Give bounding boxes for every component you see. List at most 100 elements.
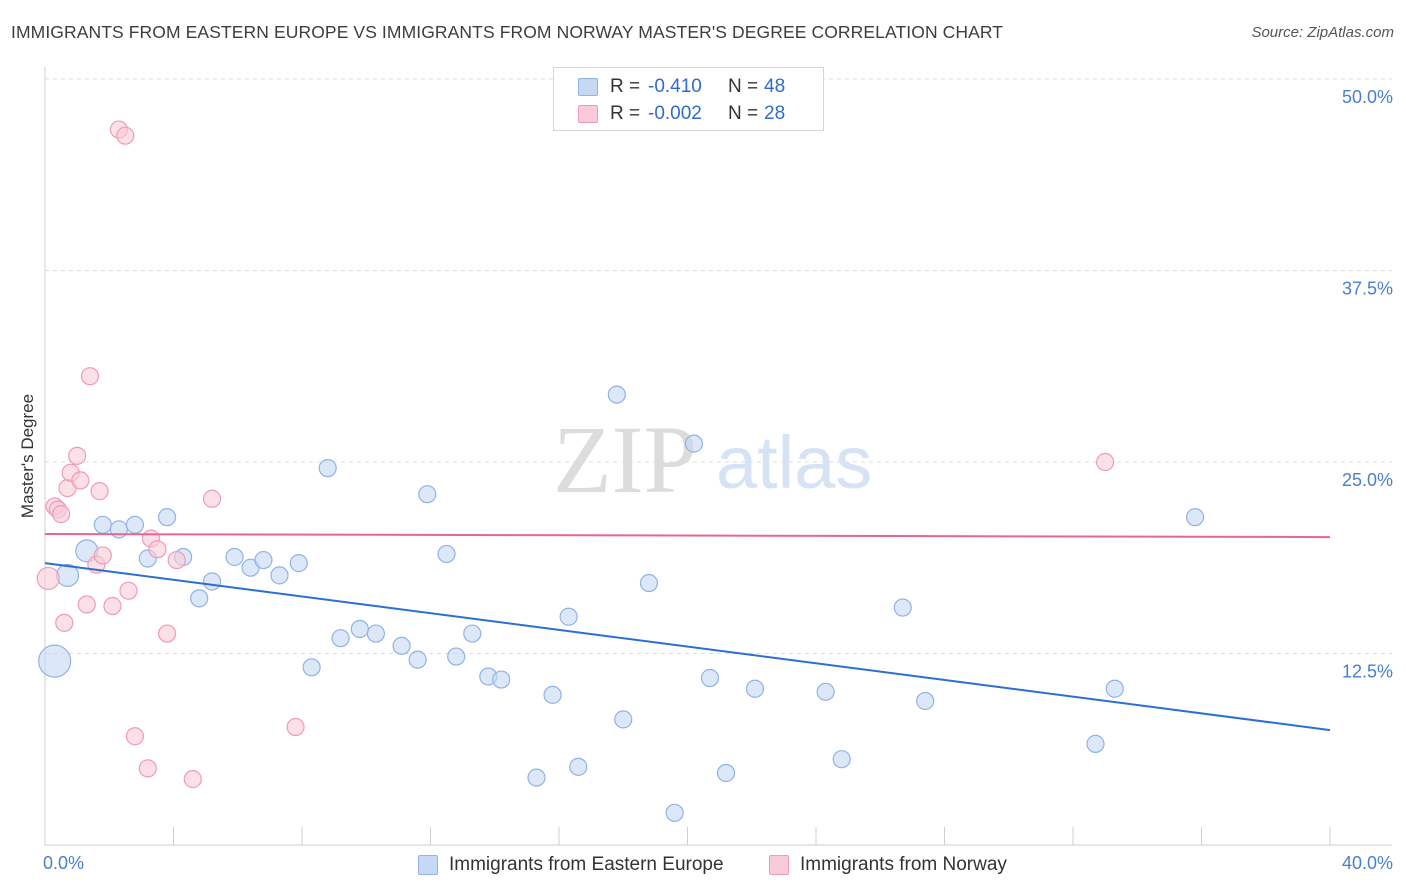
point-eastern-europe	[190, 589, 209, 608]
y-tick-label: 50.0%	[1342, 87, 1393, 107]
point-norway	[93, 546, 112, 565]
point-eastern-europe	[93, 515, 112, 534]
point-eastern-europe	[614, 710, 633, 729]
point-norway	[116, 126, 135, 145]
point-norway	[157, 624, 177, 643]
point-eastern-europe	[463, 624, 482, 643]
point-eastern-europe	[392, 636, 411, 655]
point-eastern-europe	[225, 547, 244, 567]
point-eastern-europe	[350, 619, 369, 639]
trend-lines	[44, 533, 1331, 732]
point-norway	[183, 770, 202, 789]
legend-r-value: -0.002	[648, 103, 702, 124]
point-norway	[167, 550, 186, 570]
point-norway	[125, 727, 145, 746]
point-norway	[36, 566, 60, 591]
x-tick-label: 0.0%	[43, 853, 84, 873]
point-norway	[103, 596, 122, 616]
point-eastern-europe	[832, 750, 851, 769]
stats-legend: R = -0.410 N = 48 R = -0.002 N = 28	[553, 67, 824, 131]
point-eastern-europe	[1185, 508, 1205, 527]
point-norway	[71, 471, 90, 490]
watermark-zip: ZIP	[553, 406, 697, 513]
bottom-legend-label: Immigrants from Eastern Europe	[449, 854, 724, 875]
point-norway	[1096, 452, 1115, 472]
point-norway	[51, 504, 71, 524]
point-norway	[138, 759, 157, 778]
trend-line-eastern-europe	[44, 562, 1331, 732]
point-eastern-europe	[447, 647, 466, 666]
point-eastern-europe	[1105, 679, 1124, 698]
point-eastern-europe	[202, 572, 222, 591]
point-norway	[90, 482, 109, 501]
y-tick-label: 37.5%	[1342, 279, 1393, 299]
point-eastern-europe	[700, 668, 720, 688]
point-eastern-europe	[109, 520, 128, 539]
legend-n-value: 48	[764, 76, 786, 97]
point-norway	[286, 717, 305, 737]
legend-row-eastern-europe: R = -0.410 N = 48	[578, 75, 785, 99]
legend-row-norway: R = -0.002 N = 28	[578, 102, 785, 126]
point-eastern-europe	[559, 607, 578, 626]
point-eastern-europe	[302, 658, 321, 677]
point-eastern-europe	[543, 685, 562, 704]
point-eastern-europe	[527, 768, 546, 787]
bottom-legend-norway: Immigrants from Norway	[769, 852, 1007, 878]
point-eastern-europe	[408, 650, 427, 669]
bottom-legend-eastern-europe: Immigrants from Eastern Europe	[418, 852, 724, 878]
watermark-atlas: atlas	[716, 421, 872, 504]
point-eastern-europe	[38, 644, 72, 678]
data-points	[36, 120, 1205, 822]
legend-n-label: N =	[728, 76, 759, 97]
point-eastern-europe	[418, 485, 437, 504]
point-eastern-europe	[125, 515, 145, 534]
point-norway	[77, 595, 96, 614]
y-axis-label: Master's Degree	[18, 394, 37, 518]
bottom-legend-swatch-pink	[769, 855, 789, 875]
point-eastern-europe	[569, 757, 588, 776]
legend-swatch-blue	[578, 78, 598, 96]
point-eastern-europe	[639, 573, 659, 593]
point-norway	[55, 613, 74, 632]
legend-n-value: 28	[764, 103, 786, 124]
source-label: Source: ZipAtlas.com	[1251, 24, 1394, 41]
y-tick-label: 12.5%	[1342, 662, 1393, 682]
legend-n-label: N =	[728, 103, 759, 124]
point-eastern-europe	[157, 508, 177, 527]
y-tick-label: 25.0%	[1342, 470, 1393, 490]
point-eastern-europe	[745, 679, 765, 698]
point-eastern-europe	[816, 682, 835, 701]
point-eastern-europe	[893, 598, 912, 617]
legend-r-label: R =	[610, 76, 641, 97]
point-eastern-europe	[289, 554, 308, 573]
legend-swatch-pink	[578, 105, 598, 123]
x-tick-label: 40.0%	[1342, 853, 1393, 873]
axes: 12.5% 25.0% 37.5% 50.0% 0.0% 40.0%	[43, 67, 1393, 873]
point-eastern-europe	[716, 763, 736, 783]
point-eastern-europe	[270, 566, 289, 585]
point-eastern-europe	[366, 624, 385, 643]
point-norway	[68, 446, 87, 465]
point-eastern-europe	[318, 459, 337, 478]
gridlines	[45, 78, 1392, 654]
point-eastern-europe	[437, 544, 456, 564]
point-eastern-europe	[916, 691, 935, 711]
bottom-legend-label: Immigrants from Norway	[800, 854, 1007, 875]
legend-r-label: R =	[610, 103, 641, 124]
point-norway	[80, 367, 100, 386]
point-eastern-europe	[665, 803, 684, 822]
point-norway	[148, 540, 167, 559]
legend-r-value: -0.410	[648, 76, 702, 97]
chart-title: IMMIGRANTS FROM EASTERN EUROPE VS IMMIGR…	[11, 22, 1004, 42]
bottom-legend-swatch-blue	[418, 855, 438, 875]
point-norway	[119, 581, 138, 600]
point-eastern-europe	[684, 434, 704, 453]
trend-line-norway	[44, 533, 1331, 539]
point-eastern-europe	[492, 670, 511, 689]
point-eastern-europe	[254, 550, 273, 570]
watermark: ZIP atlas	[553, 406, 872, 513]
point-eastern-europe	[1086, 734, 1105, 753]
point-norway	[202, 489, 222, 508]
point-eastern-europe	[607, 385, 626, 404]
